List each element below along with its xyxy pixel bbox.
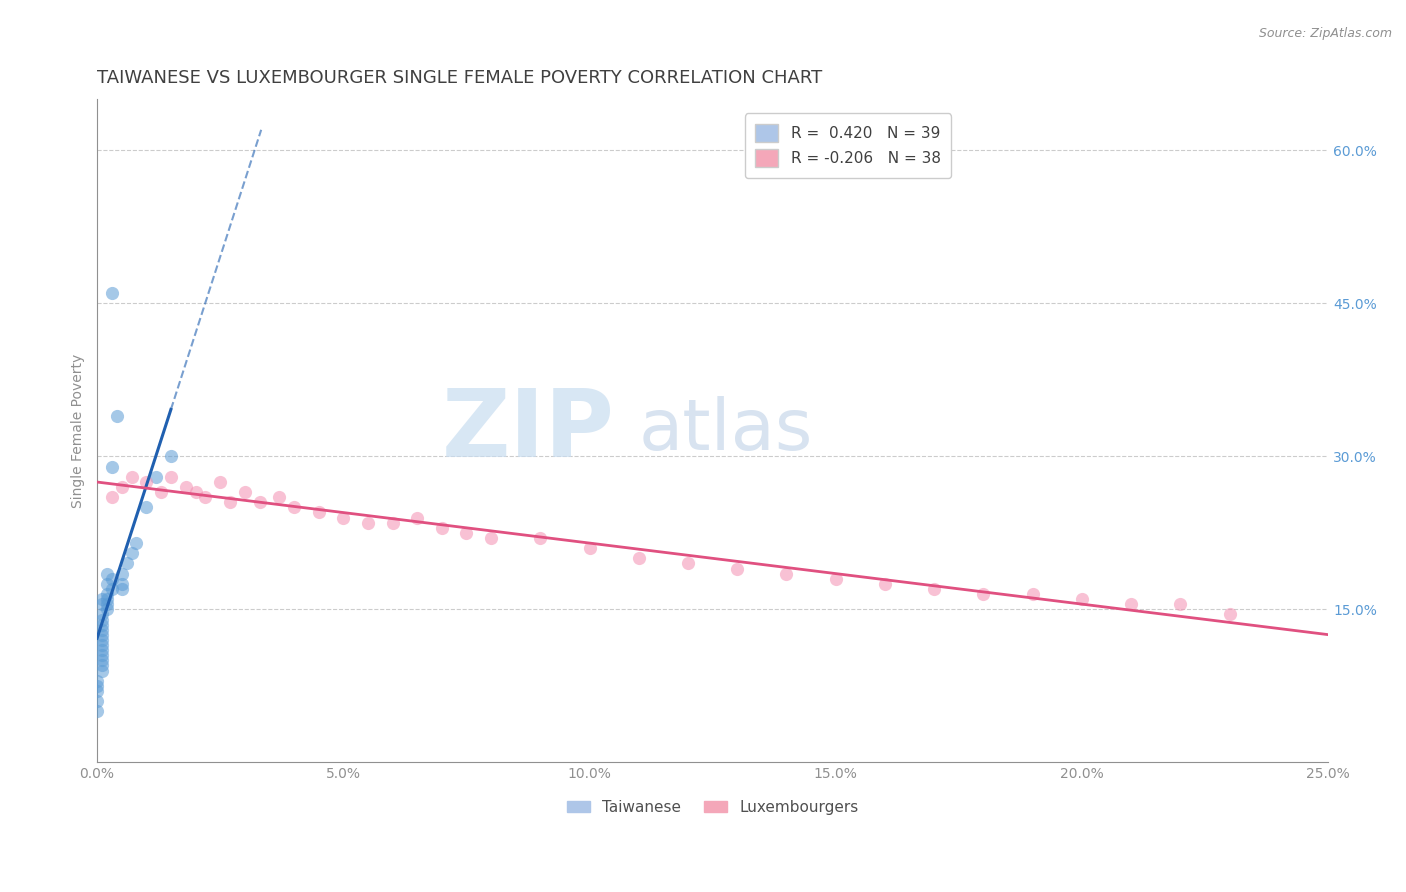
Point	[91, 658, 114, 673]
Point	[406, 510, 429, 524]
Point	[111, 582, 134, 596]
Point	[174, 480, 197, 494]
Point	[105, 409, 128, 423]
Legend: Taiwanese, Luxembourgers: Taiwanese, Luxembourgers	[561, 794, 865, 822]
Point	[91, 664, 114, 678]
Point	[145, 469, 167, 483]
Point	[529, 531, 551, 545]
Point	[308, 505, 330, 519]
Point	[922, 582, 945, 596]
Point	[479, 531, 502, 545]
Point	[91, 617, 114, 632]
Point	[873, 577, 896, 591]
Point	[357, 516, 380, 530]
Point	[101, 286, 124, 301]
Point	[381, 516, 404, 530]
Point	[86, 705, 108, 719]
Point	[111, 480, 134, 494]
Point	[96, 577, 118, 591]
Point	[332, 510, 354, 524]
Point	[91, 648, 114, 663]
Point	[135, 475, 157, 489]
Point	[184, 485, 207, 500]
Point	[150, 485, 173, 500]
Point	[96, 587, 118, 601]
Point	[91, 653, 114, 667]
Point	[269, 490, 291, 504]
Point	[86, 694, 108, 708]
Text: Source: ZipAtlas.com: Source: ZipAtlas.com	[1258, 27, 1392, 40]
Point	[91, 643, 114, 657]
Point	[249, 495, 271, 509]
Point	[219, 495, 242, 509]
Point	[96, 566, 118, 581]
Point	[91, 623, 114, 637]
Point	[91, 592, 114, 607]
Point	[676, 557, 699, 571]
Point	[91, 613, 114, 627]
Point	[96, 602, 118, 616]
Point	[111, 577, 134, 591]
Text: ZIP: ZIP	[441, 384, 614, 477]
Point	[86, 679, 108, 693]
Point	[430, 521, 453, 535]
Point	[824, 572, 846, 586]
Point	[456, 525, 478, 540]
Point	[91, 628, 114, 642]
Point	[115, 557, 138, 571]
Point	[101, 459, 124, 474]
Point	[121, 546, 143, 560]
Point	[111, 566, 134, 581]
Point	[578, 541, 600, 556]
Point	[1170, 597, 1192, 611]
Point	[725, 561, 748, 575]
Point	[121, 469, 143, 483]
Point	[91, 632, 114, 647]
Point	[972, 587, 994, 601]
Point	[101, 490, 124, 504]
Text: TAIWANESE VS LUXEMBOURGER SINGLE FEMALE POVERTY CORRELATION CHART: TAIWANESE VS LUXEMBOURGER SINGLE FEMALE …	[97, 69, 823, 87]
Point	[96, 597, 118, 611]
Point	[209, 475, 232, 489]
Point	[194, 490, 217, 504]
Point	[283, 500, 305, 515]
Point	[101, 572, 124, 586]
Point	[96, 592, 118, 607]
Point	[1121, 597, 1143, 611]
Point	[86, 684, 108, 698]
Point	[86, 673, 108, 688]
Point	[1071, 592, 1094, 607]
Point	[775, 566, 797, 581]
Point	[1219, 607, 1241, 622]
Point	[160, 450, 183, 464]
Y-axis label: Single Female Poverty: Single Female Poverty	[72, 354, 86, 508]
Point	[1022, 587, 1045, 601]
Point	[233, 485, 256, 500]
Point	[135, 500, 157, 515]
Point	[91, 607, 114, 622]
Point	[91, 638, 114, 652]
Point	[101, 582, 124, 596]
Text: atlas: atlas	[638, 396, 813, 466]
Point	[91, 597, 114, 611]
Point	[125, 536, 148, 550]
Point	[160, 469, 183, 483]
Point	[627, 551, 650, 566]
